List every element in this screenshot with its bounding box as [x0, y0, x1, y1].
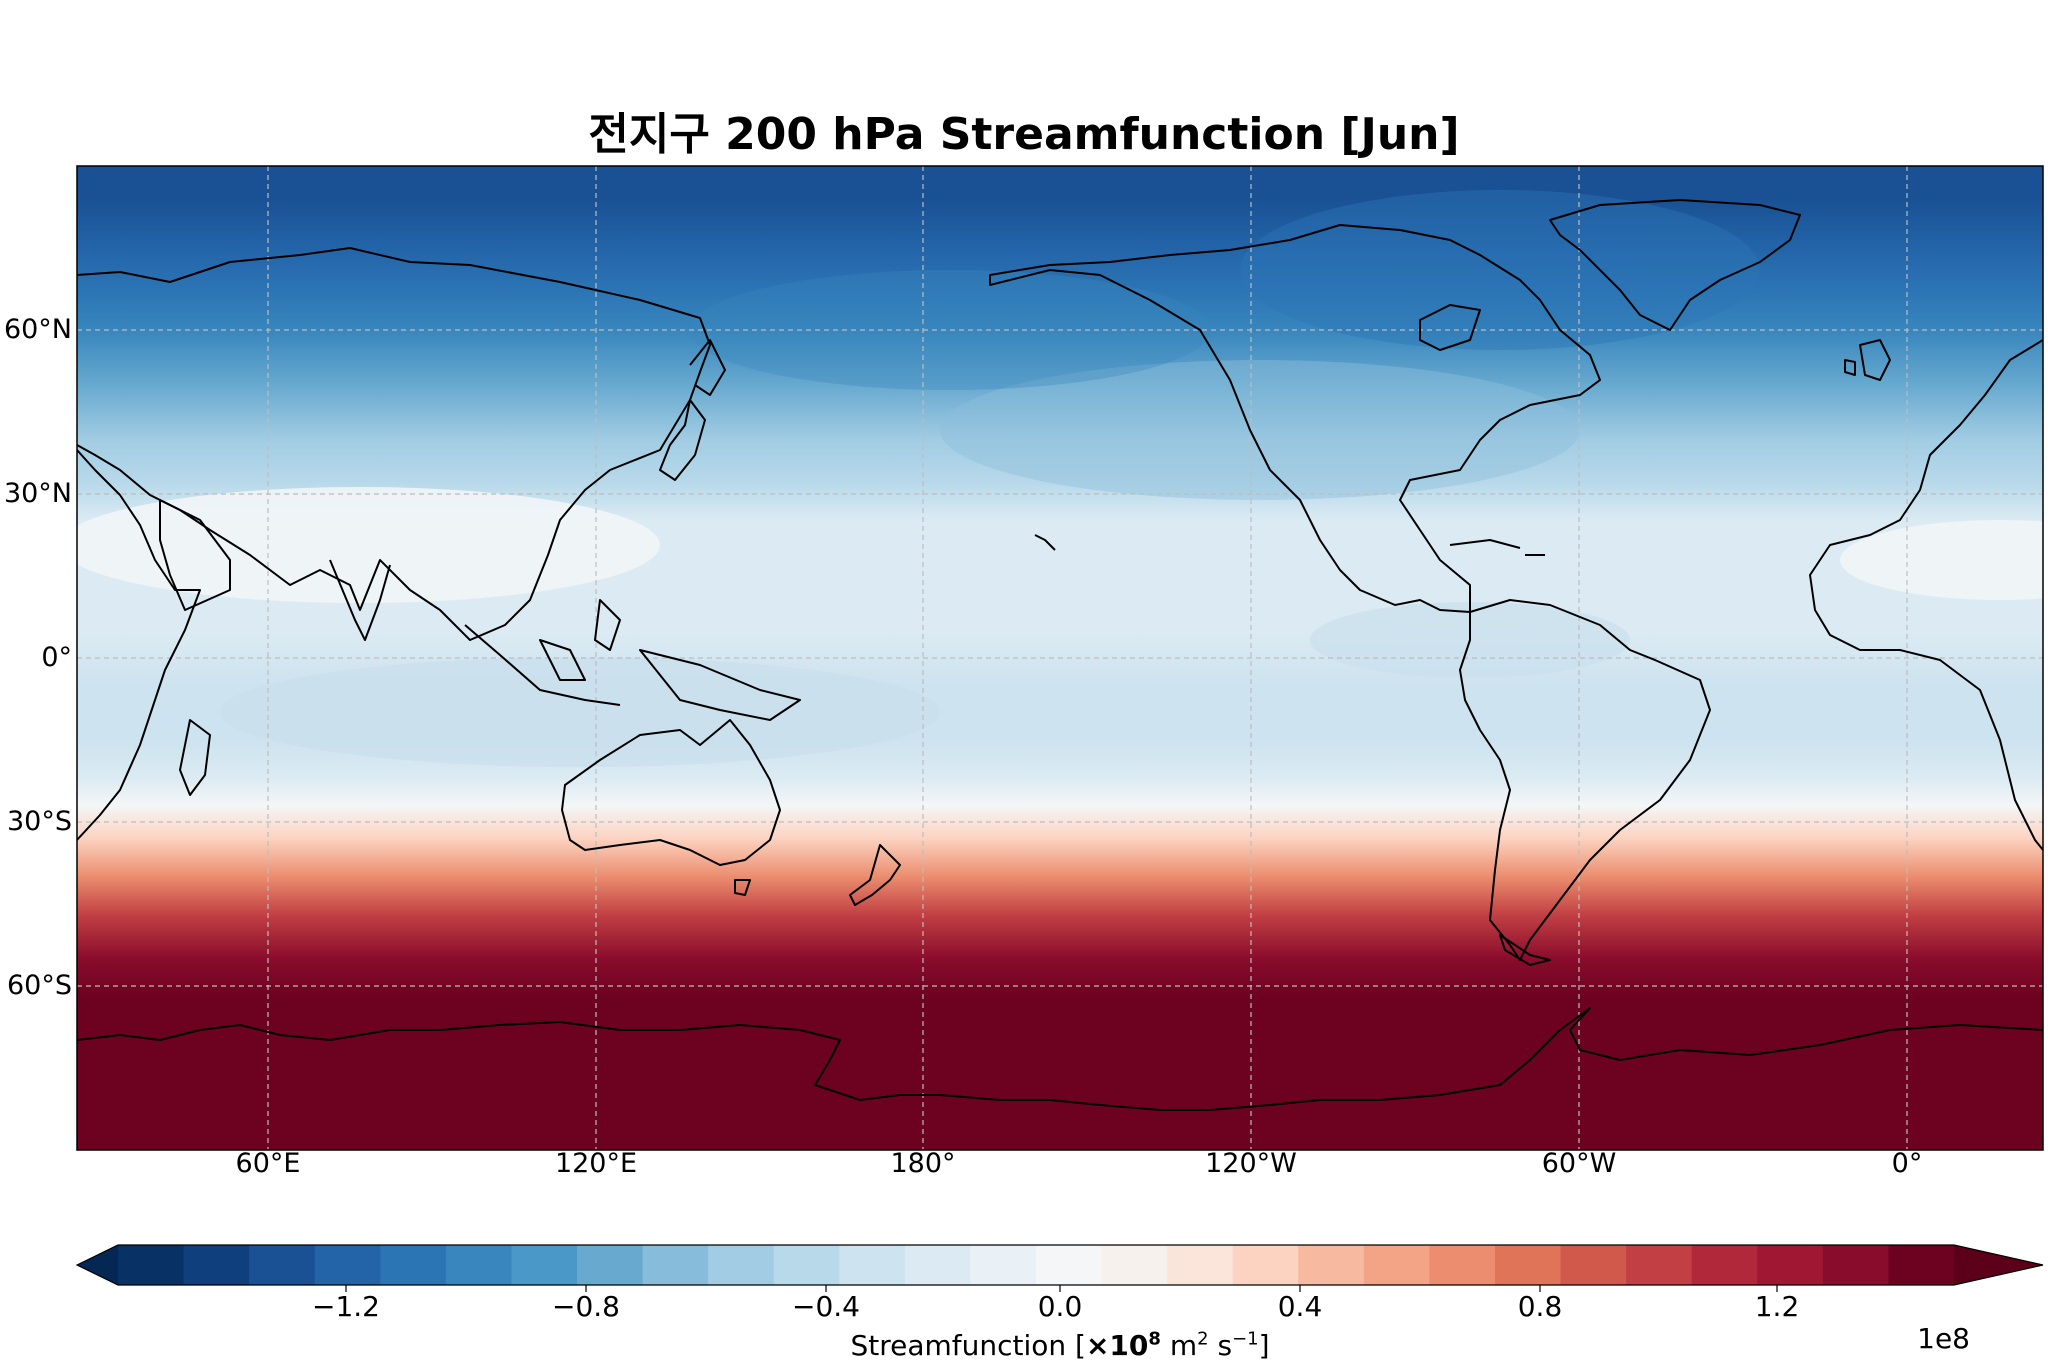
chart-title: 전지구 200 hPa Streamfunction [Jun]	[588, 109, 1460, 160]
colorbar-segment	[1888, 1245, 1955, 1285]
coastline-africa	[77, 449, 201, 841]
coastline-tasmania	[734, 879, 751, 896]
colorbar-tick-label: −0.8	[552, 1290, 620, 1323]
map-frame	[76, 165, 2044, 1151]
colorbar-tick-label: 0.8	[1517, 1290, 1563, 1323]
coastline-eurasia	[77, 247, 711, 641]
colorbar-segment	[839, 1245, 906, 1285]
colorbar-segment	[183, 1245, 250, 1285]
lat-tick-label: 60°N	[3, 314, 72, 345]
map-field-layer	[77, 166, 2043, 1150]
lon-tick-label: 180°	[890, 1148, 956, 1179]
colorbar-segment	[970, 1245, 1037, 1285]
colorbar-segment	[1298, 1245, 1365, 1285]
colorbar-segment	[1560, 1245, 1627, 1285]
subtropical-high-atlantic	[1840, 520, 2043, 600]
colorbar-extend-over	[1954, 1245, 2043, 1285]
coastline-tierra-del-fuego	[1499, 934, 1551, 966]
lon-tick-label: 120°E	[554, 1148, 638, 1179]
colorbar-segment	[1363, 1245, 1431, 1285]
colorbar-segment	[380, 1245, 447, 1285]
coastline-australia	[561, 719, 781, 866]
colorbar-segment	[1167, 1245, 1234, 1285]
colorbar-segment	[1822, 1245, 1890, 1285]
coastline-north-america	[989, 224, 1601, 613]
coastline-hawaii	[1034, 534, 1056, 551]
colorbar-tick-label: 0.0	[1037, 1290, 1083, 1323]
coastline-south-america	[1459, 599, 1711, 961]
coastline-greenland	[1549, 199, 1801, 331]
colorbar-tick-label: 0.4	[1277, 1290, 1323, 1323]
lat-tick-label: 30°S	[7, 806, 72, 837]
colorbar-offset-label: 1e8	[1917, 1322, 1970, 1355]
coastline-arabia-india	[159, 499, 391, 641]
colorbar-segment	[118, 1245, 185, 1285]
coastline-madagascar	[179, 719, 211, 796]
coastline-kamchatka	[689, 339, 726, 396]
coastline-hudson-bay	[1419, 304, 1481, 351]
colorbar-segment	[773, 1245, 840, 1285]
coastline-new-zealand	[849, 844, 901, 906]
coastline-maritime-continent	[464, 599, 801, 721]
colorbar-segment	[1757, 1245, 1824, 1285]
colorbar-label: Streamfunction [×108 m2 s−1]	[850, 1328, 1270, 1362]
colorbar-tick-label: −1.2	[312, 1290, 380, 1323]
colorbar-segment	[708, 1245, 775, 1285]
colorbar-segment	[1036, 1245, 1103, 1285]
colorbar-segment	[642, 1245, 709, 1285]
lat-tick-label: 0°	[41, 642, 72, 673]
coastline-antarctica	[77, 1007, 2043, 1111]
colorbar-segment	[577, 1245, 644, 1285]
midlat-trough-pacific	[940, 360, 1580, 500]
polar-low-canada	[1240, 190, 1760, 350]
lon-tick-label: 60°E	[235, 1148, 301, 1179]
colorbar-segment	[1429, 1245, 1496, 1285]
colorbar-segment	[1101, 1245, 1168, 1285]
subtropical-high-asia	[77, 487, 660, 603]
colorbar-outline	[75, 1244, 2044, 1286]
gridlines	[77, 166, 2043, 1150]
colorbar-tick-label: −0.4	[792, 1290, 860, 1323]
colorbar-segment	[249, 1245, 316, 1285]
colorbar-extend-under	[77, 1245, 118, 1285]
lon-tick-label: 120°W	[1205, 1148, 1297, 1179]
coastline-caribbean	[1449, 539, 1545, 556]
colorbar-segment	[511, 1245, 578, 1285]
coastline-japan	[659, 399, 706, 481]
coastline-europe-west-africa	[1809, 339, 2043, 851]
colorbar-segment	[1626, 1245, 1693, 1285]
coastline-british-isles	[1844, 339, 1891, 381]
lat-tick-label: 30°N	[3, 478, 72, 509]
colorbar-segment	[1691, 1245, 1758, 1285]
coastlines	[77, 199, 2043, 1111]
colorbar	[75, 1244, 2044, 1292]
lon-tick-label: 60°W	[1541, 1148, 1617, 1179]
lon-tick-label: 0°	[1891, 1148, 1923, 1179]
colorbar-segment	[314, 1245, 381, 1285]
colorbar-segment	[1495, 1245, 1562, 1285]
tropical-low-indian	[220, 657, 940, 767]
colorbar-segment	[1232, 1245, 1299, 1285]
lat-tick-label: 60°S	[7, 970, 72, 1001]
colorbar-segment	[445, 1245, 513, 1285]
colorbar-tick-label: 1.2	[1754, 1290, 1800, 1323]
colorbar-segment	[904, 1245, 972, 1285]
